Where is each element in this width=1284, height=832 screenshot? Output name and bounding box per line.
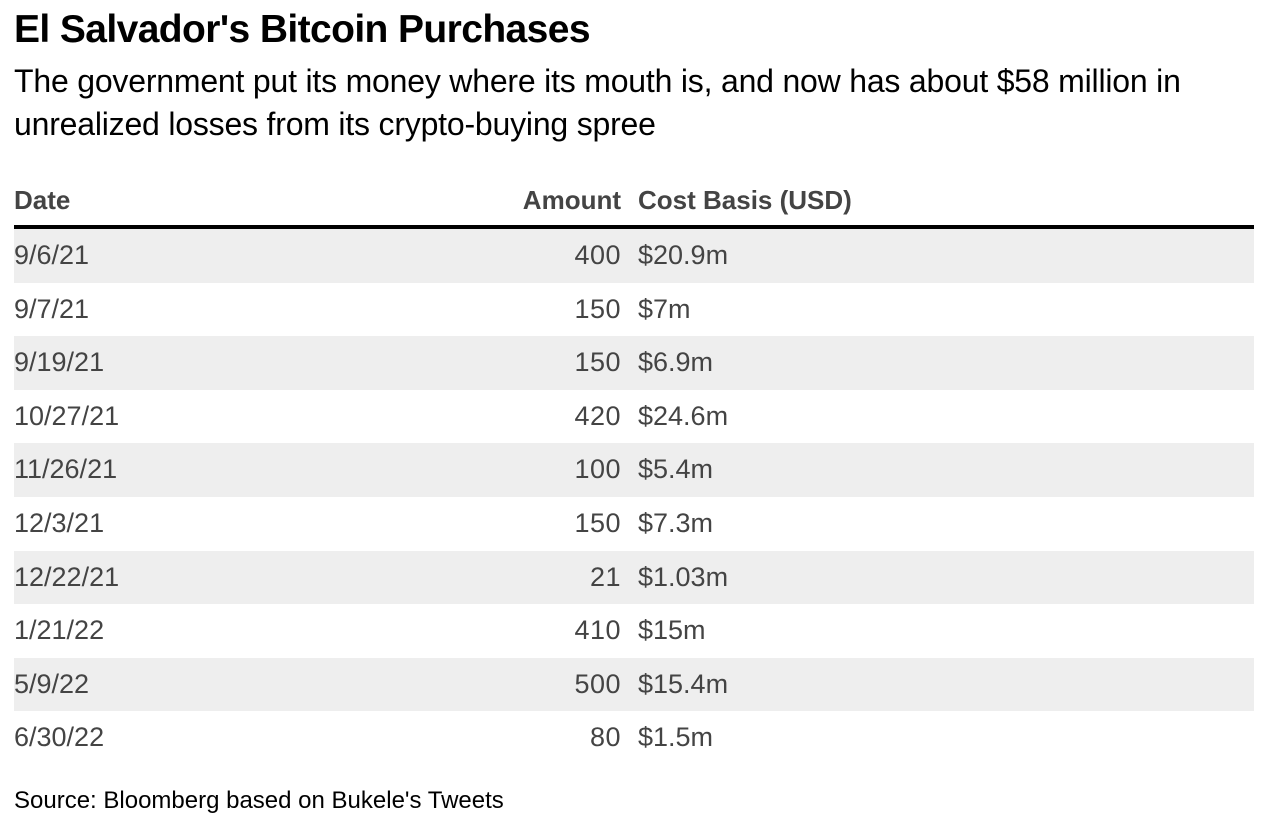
column-header-date: Date (14, 185, 71, 215)
cell-date: 12/22/21 (14, 561, 120, 592)
cell-cost-basis: $1.5m (638, 722, 714, 753)
table-row: 12/22/21 21 $1.03m (14, 550, 1254, 605)
cell-amount: 150 (574, 293, 621, 324)
cell-date: 12/3/21 (14, 507, 105, 538)
cell-date: 1/21/22 (14, 615, 105, 646)
cell-date: 10/27/21 (14, 400, 120, 431)
cell-cost-basis: $24.6m (638, 400, 729, 431)
cell-cost-basis: $15.4m (638, 668, 729, 699)
cell-cost-basis: $15m (638, 615, 706, 646)
table-body: 9/6/21 400 $20.9m 9/7/21 150 $7m 9/19/21 150 $6.… (14, 229, 1254, 765)
chart-subtitle: The government put its money where its m… (14, 63, 1181, 142)
table-row: 11/26/21 100 $5.4m (14, 443, 1254, 497)
cell-amount: 100 (574, 454, 621, 485)
table-row: 5/9/22 500 $15.4m (14, 657, 1254, 712)
table-row: 9/6/21 400 $20.9m (14, 229, 1254, 283)
cell-date: 6/30/22 (14, 722, 105, 753)
cell-cost-basis: $5.4m (638, 454, 714, 485)
cell-amount: 150 (574, 507, 621, 538)
cell-amount: 410 (574, 615, 621, 646)
purchases-table: Date Amount Cost Basis (USD) 9/6/21 400 $2… (14, 174, 1254, 765)
cell-date: 9/19/21 (14, 347, 105, 378)
cell-amount: 80 (589, 722, 621, 753)
cell-cost-basis: $1.03m (638, 561, 729, 592)
column-header-amount: Amount (522, 185, 621, 215)
cell-date: 9/7/21 (14, 293, 90, 324)
cell-amount: 21 (589, 561, 621, 592)
cell-cost-basis: $7.3m (638, 507, 714, 538)
column-header-cost-basis: Cost Basis (USD) (638, 185, 852, 215)
table-row: 6/30/22 80 $1.5m (14, 711, 1254, 765)
cell-amount: 500 (574, 668, 621, 699)
table-row: 12/3/21 150 $7.3m (14, 497, 1254, 551)
chart-title: El Salvador's Bitcoin Purchases (14, 8, 591, 51)
cell-date: 9/6/21 (14, 240, 90, 270)
cell-cost-basis: $20.9m (638, 240, 729, 270)
cell-date: 5/9/22 (14, 668, 90, 699)
table-header-row: Date Amount Cost Basis (USD) (14, 174, 1254, 229)
table-row: 10/27/21 420 $24.6m (14, 390, 1254, 444)
cell-amount: 150 (574, 347, 621, 378)
table-row: 9/7/21 150 $7m (14, 283, 1254, 337)
cell-date: 11/26/21 (14, 454, 118, 485)
cell-cost-basis: $6.9m (638, 347, 714, 378)
table-row: 9/19/21 150 $6.9m (14, 336, 1254, 390)
table-row: 1/21/22 410 $15m (14, 604, 1254, 658)
cell-amount: 420 (574, 400, 621, 431)
cell-amount: 400 (574, 240, 621, 270)
cell-cost-basis: $7m (638, 293, 691, 324)
source-note: Source: Bloomberg based on Bukele's Twee… (14, 787, 504, 814)
